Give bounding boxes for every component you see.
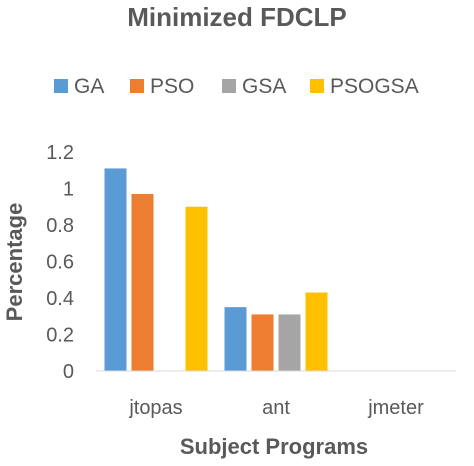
legend-label-gsa: GSA	[242, 75, 286, 98]
bar-jtopas-pso	[131, 193, 154, 371]
y-tick-label: 0.6	[46, 252, 74, 274]
y-tick-label: 0.8	[46, 215, 74, 237]
bar-ant-gsa	[278, 314, 301, 371]
y-tick-label: 0.2	[46, 325, 74, 347]
x-tick-label-ant: ant	[262, 397, 290, 419]
y-axis-ticks: 0 0.2 0.4 0.6 0.8 1 1.2	[46, 142, 74, 383]
y-tick-label: 0.4	[46, 288, 74, 310]
x-tick-label-jmeter: jmeter	[367, 397, 424, 419]
legend-label-pso: PSO	[150, 75, 194, 98]
bar-ant-psogsa	[305, 292, 328, 371]
x-axis-title: Subject Programs	[180, 434, 368, 459]
y-tick-label: 1.2	[46, 142, 74, 164]
x-axis-ticks: jtopas ant jmeter	[128, 397, 424, 419]
legend-swatch-ga	[54, 79, 68, 93]
bar-jtopas-ga	[104, 168, 127, 371]
legend-swatch-gsa	[222, 79, 236, 93]
bar-ant-ga	[224, 307, 247, 371]
legend-label-ga: GA	[74, 75, 104, 98]
bar-ant-pso	[251, 314, 274, 371]
y-tick-label: 0	[63, 361, 74, 383]
y-axis-title: Percentage	[2, 203, 27, 322]
chart-title: Minimized FDCLP	[127, 2, 347, 32]
bars	[104, 168, 328, 371]
legend-swatch-psogsa	[310, 79, 324, 93]
bar-jtopas-psogsa	[185, 206, 208, 371]
x-tick-label-jtopas: jtopas	[128, 397, 182, 419]
legend-label-psogsa: PSOGSA	[330, 75, 419, 98]
y-tick-label: 1	[63, 179, 74, 201]
legend: GA PSO GSA PSOGSA	[54, 75, 419, 98]
legend-swatch-pso	[130, 79, 144, 93]
